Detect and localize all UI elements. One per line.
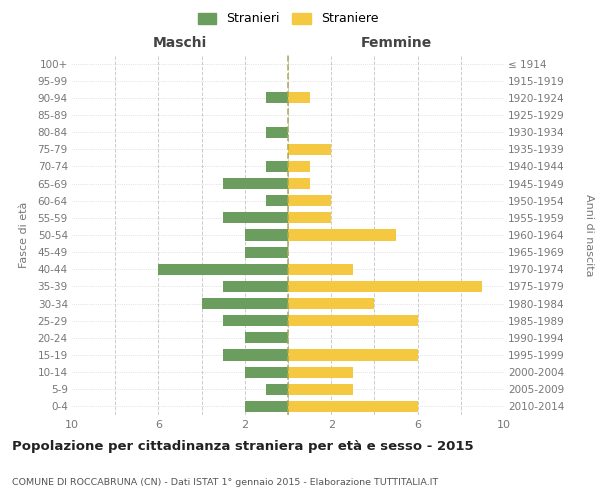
Y-axis label: Fasce di età: Fasce di età [19,202,29,268]
Bar [288,178,310,189]
Bar [288,281,482,292]
Bar [223,281,288,292]
Bar [245,401,288,412]
Bar [288,195,331,206]
Bar [266,195,288,206]
Bar [288,144,331,155]
Bar [288,161,310,172]
Text: Popolazione per cittadinanza straniera per età e sesso - 2015: Popolazione per cittadinanza straniera p… [12,440,473,453]
Legend: Stranieri, Straniere: Stranieri, Straniere [194,8,382,29]
Y-axis label: Anni di nascita: Anni di nascita [584,194,595,276]
Text: Femmine: Femmine [361,36,431,50]
Bar [288,298,374,309]
Bar [245,230,288,240]
Bar [288,366,353,378]
Bar [223,315,288,326]
Bar [245,246,288,258]
Bar [266,92,288,104]
Text: Maschi: Maschi [153,36,207,50]
Bar [288,264,353,275]
Text: COMUNE DI ROCCABRUNA (CN) - Dati ISTAT 1° gennaio 2015 - Elaborazione TUTTITALIA: COMUNE DI ROCCABRUNA (CN) - Dati ISTAT 1… [12,478,438,487]
Bar [223,350,288,360]
Bar [245,366,288,378]
Bar [245,332,288,344]
Bar [288,212,331,224]
Bar [266,126,288,138]
Bar [288,401,418,412]
Bar [266,161,288,172]
Bar [288,384,353,395]
Bar [158,264,288,275]
Bar [288,315,418,326]
Bar [223,212,288,224]
Bar [288,350,418,360]
Bar [288,230,396,240]
Bar [266,384,288,395]
Bar [288,92,310,104]
Bar [223,178,288,189]
Bar [202,298,288,309]
